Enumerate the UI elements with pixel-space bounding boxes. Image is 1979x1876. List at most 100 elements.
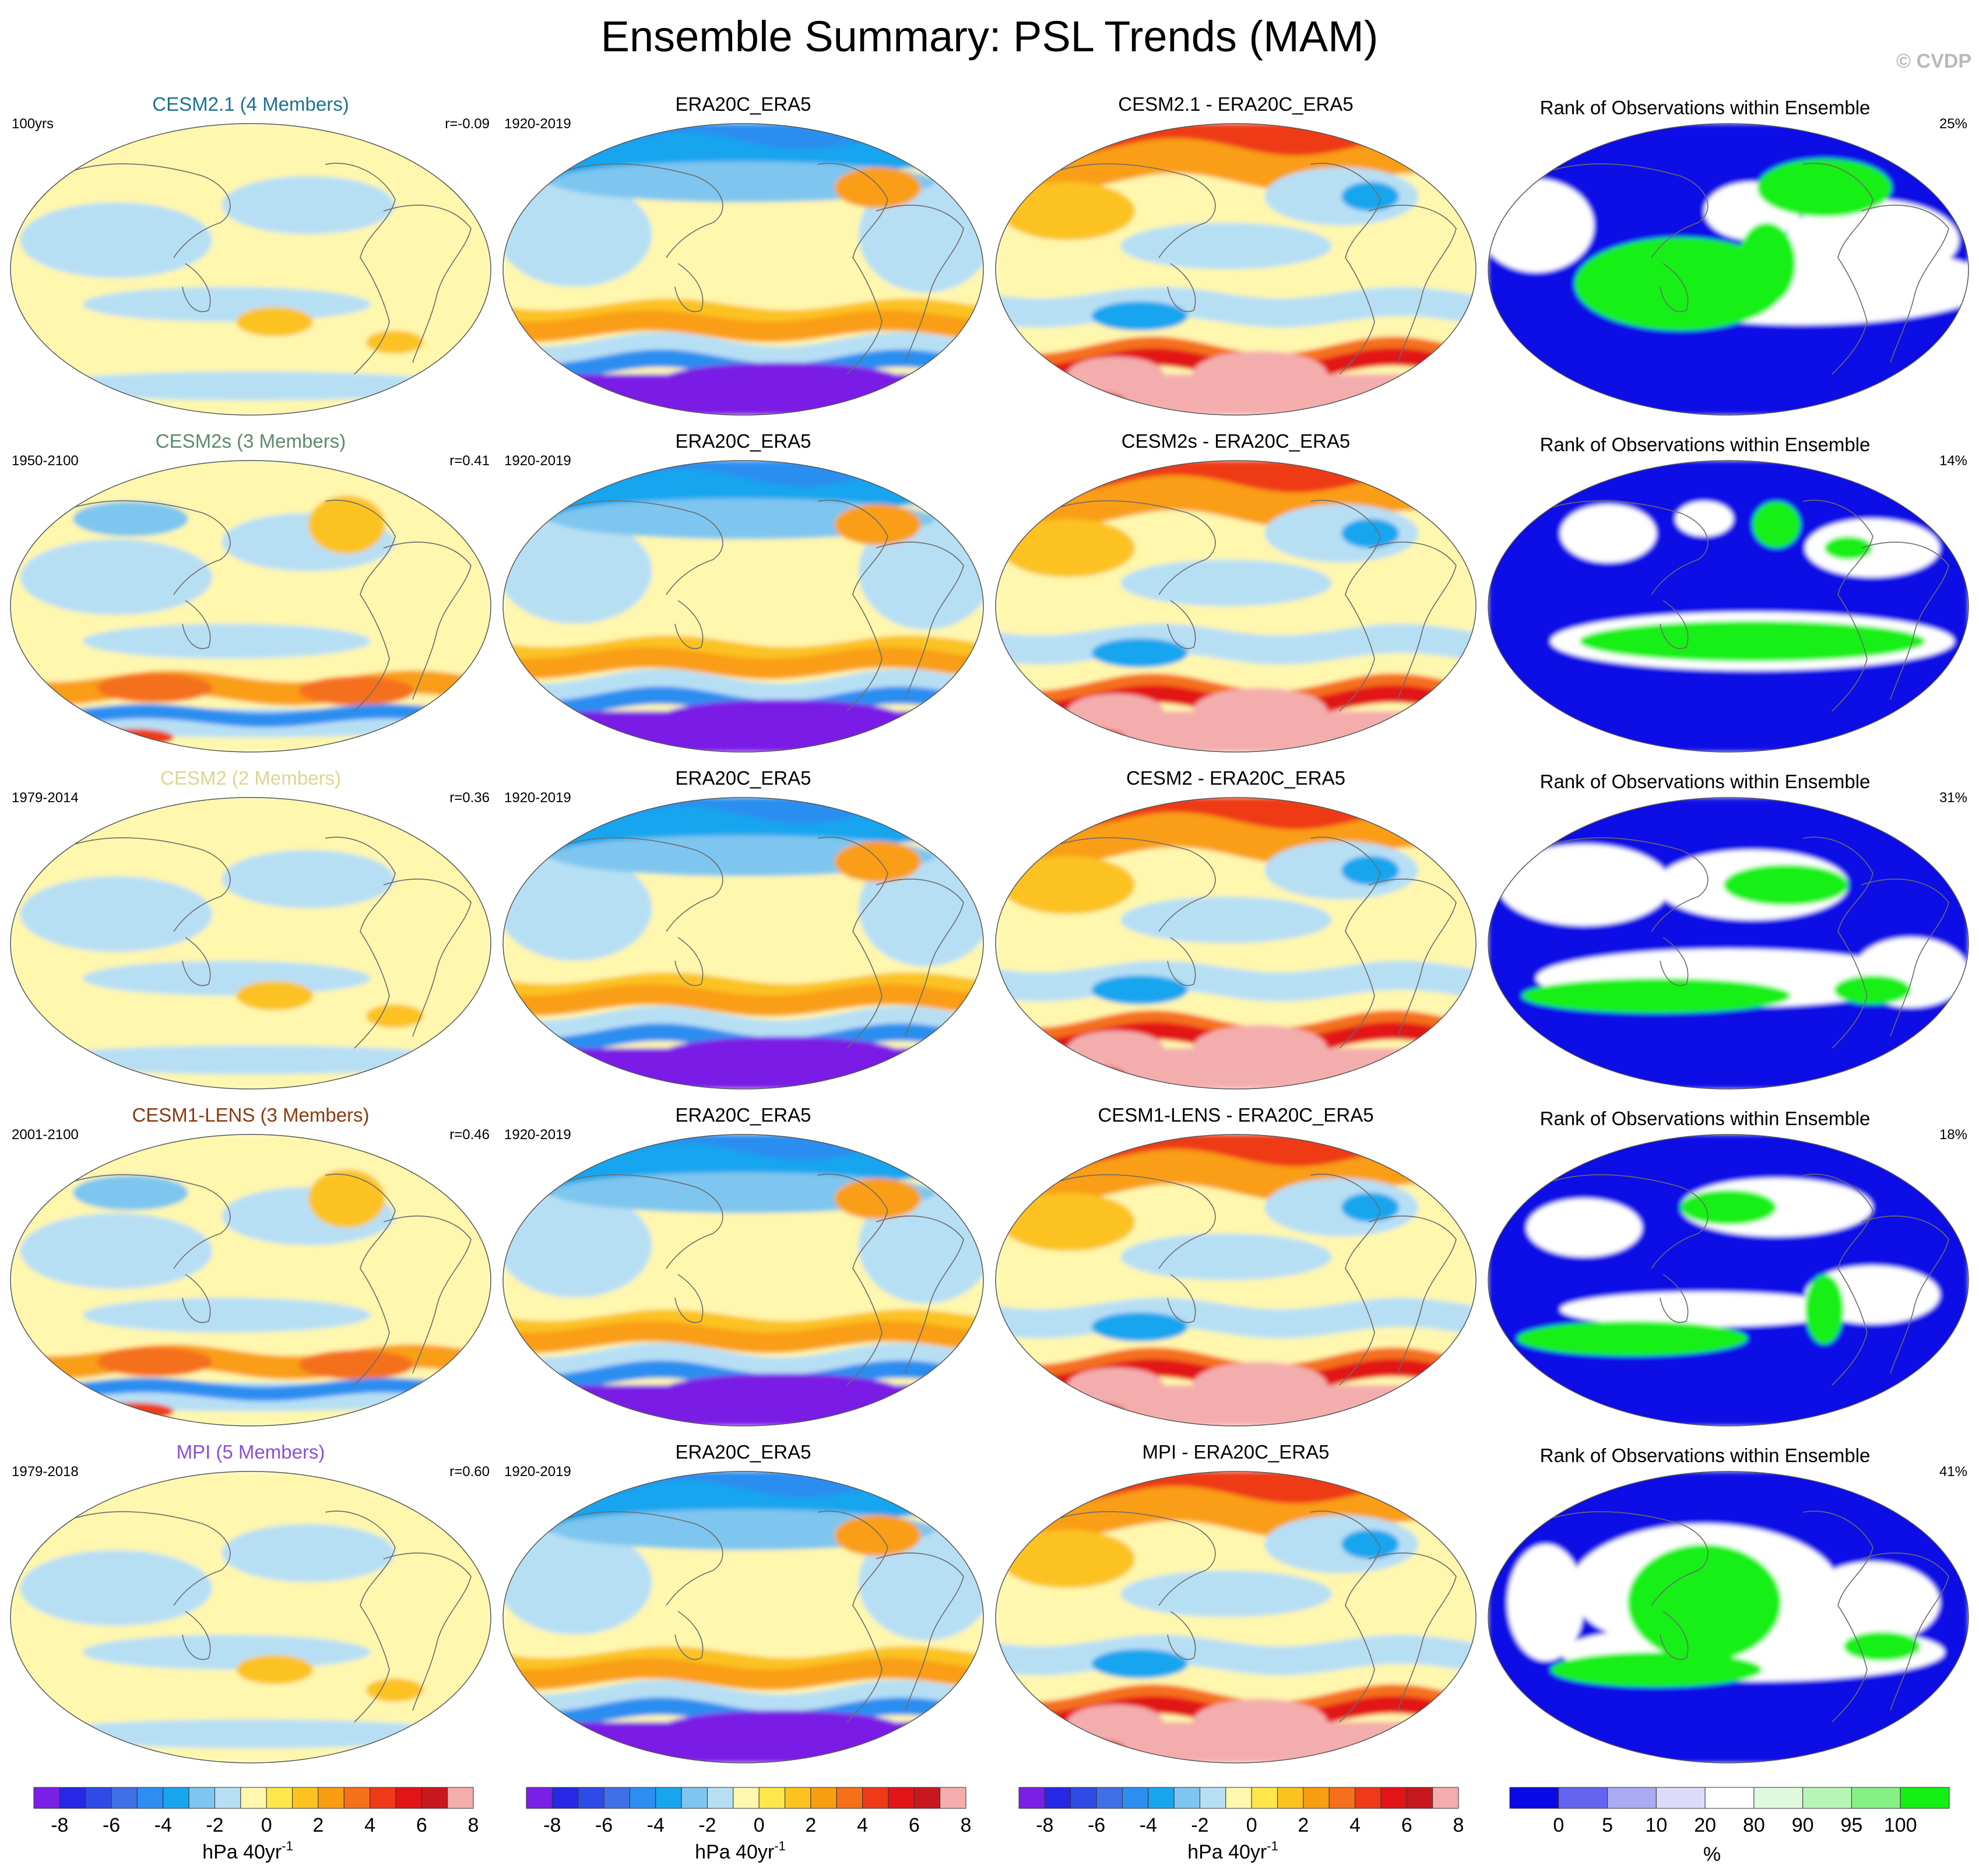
pos-anomaly-core xyxy=(1058,392,1126,409)
rank-above-95pct xyxy=(1521,978,1791,1013)
rank-percent: 18% xyxy=(1939,1127,1967,1143)
neg-anomaly-region xyxy=(82,624,371,659)
coastline-outline xyxy=(74,1174,472,1386)
colorbar-swatch xyxy=(343,1787,371,1809)
difference-title: MPI - ERA20C_ERA5 xyxy=(1143,1441,1330,1463)
obs-title: ERA20C_ERA5 xyxy=(676,1104,811,1126)
rank-above-95pct xyxy=(1579,621,1925,662)
neg-anomaly-region xyxy=(20,1550,213,1626)
map-panel: ERA20C_ERA5 1920-2019 xyxy=(502,1441,984,1763)
colorbar-tick-label: 20 xyxy=(1694,1814,1716,1836)
colorbar-tick-label: -8 xyxy=(1036,1814,1053,1836)
colorbar-swatch xyxy=(1802,1787,1852,1809)
midlat-positive-core xyxy=(503,1321,983,1353)
model-title: CESM2 (2 Members) xyxy=(160,767,341,789)
colorbar-swatch xyxy=(59,1787,86,1809)
map-panel: Rank of Observations within Ensemble 41% xyxy=(1488,1445,1969,1763)
colorbar-units: hPa 40yr-1 xyxy=(1187,1839,1278,1863)
map-panel: CESM2.1 - ERA20C_ERA5 xyxy=(995,93,1477,416)
coastline-outline xyxy=(567,163,964,375)
rank-percent: 31% xyxy=(1939,790,1967,806)
obs-period-label: 1920-2019 xyxy=(504,790,571,806)
units-superscript: -1 xyxy=(1267,1839,1278,1853)
map-panel: MPI (5 Members) 1979-2018 r=0.60 xyxy=(10,1441,491,1763)
transition-band xyxy=(503,1680,983,1712)
pos-anomaly-core xyxy=(834,504,921,545)
colorbar-tick-label: -8 xyxy=(543,1814,561,1836)
pattern-correlation: r=0.46 xyxy=(449,1127,490,1143)
contour-fill xyxy=(1488,461,1969,752)
coastline-outline xyxy=(567,1174,964,1386)
contour-fill xyxy=(10,798,491,1089)
contour-fill xyxy=(503,461,983,752)
colorbar-swatch xyxy=(862,1787,889,1809)
colorbar-swatch xyxy=(785,1787,811,1809)
neg-anomaly-region xyxy=(503,519,652,624)
coastline-outline xyxy=(1059,500,1457,712)
obs-title: ERA20C_ERA5 xyxy=(676,1441,811,1463)
map-field xyxy=(10,1134,491,1426)
rank-above-95pct xyxy=(1805,1274,1844,1344)
colorbar-tick-label: 8 xyxy=(1453,1814,1464,1836)
figure-title: Ensemble Summary: PSL Trends (MAM) xyxy=(600,12,1379,61)
map-border xyxy=(995,1471,1477,1763)
colorbar-tick-label: 0 xyxy=(1246,1814,1257,1836)
pos-anomaly-region xyxy=(365,331,424,354)
neg-anomaly-core xyxy=(1091,1312,1188,1341)
rank-mid-range xyxy=(1805,519,1940,577)
coastline-outline xyxy=(1552,837,1949,1049)
pattern-correlation: r=-0.09 xyxy=(445,116,490,132)
map-panel: Rank of Observations within Ensemble 31% xyxy=(1488,771,1969,1090)
map-panel-grid: CESM2.1 (4 Members) 100yrs r=-0.09 ERA20C_E… xyxy=(10,93,1969,1763)
transition-band xyxy=(503,1006,983,1038)
colorbar-tick-label: 6 xyxy=(909,1814,920,1836)
colorbar-swatch xyxy=(1277,1787,1304,1809)
antarctic-negative xyxy=(661,1373,902,1408)
period-label: 1950-2100 xyxy=(12,453,79,469)
neg-anomaly-region xyxy=(20,876,213,952)
contour-fill xyxy=(10,461,491,752)
coastline-outline xyxy=(1059,1174,1457,1386)
contour-fill xyxy=(996,124,1476,415)
map-field xyxy=(1488,798,1969,1089)
map-border xyxy=(10,123,491,416)
period-label: 2001-2100 xyxy=(12,1127,79,1143)
antarctic-positive xyxy=(1067,1031,1164,1066)
contour-fill xyxy=(1488,1134,1969,1426)
colorbar-swatch xyxy=(1380,1787,1407,1809)
colorbar-units: hPa 40yr-1 xyxy=(695,1839,786,1863)
rank-percent: 41% xyxy=(1939,1464,1967,1480)
rank-above-95pct xyxy=(1752,501,1801,548)
coastline-outline xyxy=(1552,1174,1949,1386)
map-field xyxy=(996,124,1476,415)
rank-above-95pct xyxy=(1517,1321,1748,1356)
coastline-outline xyxy=(74,163,472,375)
coastline-outline xyxy=(1552,500,1949,712)
colorbar-swatch xyxy=(1851,1787,1901,1809)
colorbar-swatch xyxy=(888,1787,915,1809)
colorbar-swatch xyxy=(810,1787,837,1809)
antarctic-positive xyxy=(1192,1699,1327,1745)
pattern-correlation: r=0.60 xyxy=(449,1464,490,1480)
pos-anomaly-region xyxy=(236,981,314,1010)
pos-anomaly-region xyxy=(1000,856,1135,914)
pos-anomaly-region xyxy=(236,1655,314,1684)
map-panel: CESM1-LENS (3 Members) 2001-2100 r=0.46 xyxy=(10,1104,491,1427)
obs-period-label: 1920-2019 xyxy=(504,1464,571,1480)
colorbar-swatch xyxy=(1704,1787,1755,1809)
colorbar-swatch xyxy=(1328,1787,1356,1809)
rank-title: Rank of Observations within Ensemble xyxy=(1540,97,1871,118)
contour-fill xyxy=(503,798,983,1089)
colorbar-swatch xyxy=(292,1787,319,1809)
colorbar-tick-label: 4 xyxy=(364,1814,375,1836)
colorbar-swatch xyxy=(163,1787,189,1809)
units-text: hPa 40yr xyxy=(202,1841,282,1863)
units-superscript: -1 xyxy=(282,1839,293,1853)
neg-anomaly-region xyxy=(222,176,395,234)
neg-anomaly-region xyxy=(20,1213,213,1289)
colorbar-tick-label: 0 xyxy=(261,1814,272,1836)
contour-fill xyxy=(10,124,491,415)
difference-title: CESM2.1 - ERA20C_ERA5 xyxy=(1118,93,1354,115)
antarctic-negative xyxy=(661,700,902,735)
